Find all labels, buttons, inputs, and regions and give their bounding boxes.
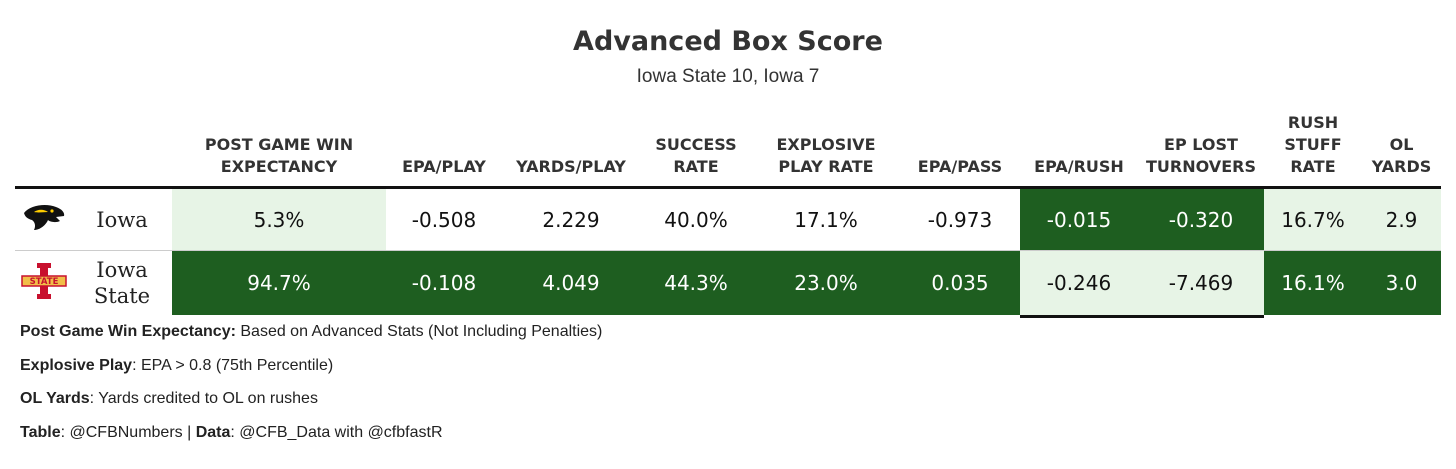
table-cell: -0.508 <box>386 189 502 250</box>
table-cell: 2.9 <box>1362 189 1441 250</box>
footnote-text: : @CFB_Data with @cfbfastR <box>230 424 443 441</box>
iowa-state-logo: STATE <box>21 263 67 299</box>
footnote-text: : EPA > 0.8 (75th Percentile) <box>132 357 334 374</box>
footnote-label: Data <box>195 424 231 441</box>
header-rule <box>15 186 1441 189</box>
svg-text:STATE: STATE <box>30 277 59 287</box>
footnote: Table: @CFBNumbers | Data: @CFB_Data wit… <box>20 424 443 442</box>
group-rule <box>1020 315 1264 318</box>
table-cell: -0.015 <box>1020 189 1138 250</box>
team-name: Iowa State <box>93 258 151 308</box>
footnote: Explosive Play: EPA > 0.8 (75th Percenti… <box>20 357 333 375</box>
row-divider <box>15 250 1441 251</box>
column-header: OL YARDS <box>1371 135 1432 176</box>
column-header: EPA/PLAY <box>402 157 486 176</box>
team-name: Iowa <box>96 207 148 232</box>
table-cell: 17.1% <box>752 189 900 250</box>
footnote-label: Table <box>20 424 61 441</box>
column-header: EPA/RUSH <box>1034 157 1124 176</box>
table-cell: 23.0% <box>752 251 900 315</box>
iowa-hawkeye-logo <box>24 205 65 230</box>
column-header: POST GAME WIN EXPECTANCY <box>204 135 354 176</box>
table-cell: 0.035 <box>900 251 1020 315</box>
chart-subtitle: Iowa State 10, Iowa 7 <box>636 66 820 87</box>
footnote: OL Yards: Yards credited to OL on rushes <box>20 390 318 408</box>
table-cell: 2.229 <box>502 189 640 250</box>
table-cell: -0.246 <box>1020 251 1138 315</box>
table-cell: 4.049 <box>502 251 640 315</box>
column-header: RUSH STUFF RATE <box>1284 113 1342 176</box>
table-cell: 3.0 <box>1362 251 1441 315</box>
footnote-text: : Yards credited to OL on rushes <box>89 390 318 407</box>
footnote-text: : @CFBNumbers | <box>60 424 196 441</box>
table-cell: -0.973 <box>900 189 1020 250</box>
table-cell: 44.3% <box>640 251 752 315</box>
table-cell: 16.7% <box>1264 189 1362 250</box>
column-header: SUCCESS RATE <box>655 135 737 176</box>
table-cell: 94.7% <box>172 251 386 315</box>
footnote-label: Post Game Win Expectancy: <box>20 323 236 340</box>
footnote-label: Explosive Play <box>20 357 133 374</box>
column-header: EP LOST TURNOVERS <box>1146 135 1256 176</box>
table-cell: -7.469 <box>1138 251 1264 315</box>
table-cell: 40.0% <box>640 189 752 250</box>
footnote-label: OL Yards <box>20 390 90 407</box>
column-header: EPA/PASS <box>917 157 1003 176</box>
table-cell: -0.320 <box>1138 189 1264 250</box>
footnote-text: Based on Advanced Stats (Not Including P… <box>235 323 603 340</box>
table-cell: 16.1% <box>1264 251 1362 315</box>
table-cell: -0.108 <box>386 251 502 315</box>
chart-title: Advanced Box Score <box>573 26 883 57</box>
table-cell: 5.3% <box>172 189 386 250</box>
footnote: Post Game Win Expectancy: Based on Advan… <box>20 323 602 341</box>
column-header: YARDS/PLAY <box>516 157 626 176</box>
column-header: EXPLOSIVE PLAY RATE <box>776 135 876 176</box>
